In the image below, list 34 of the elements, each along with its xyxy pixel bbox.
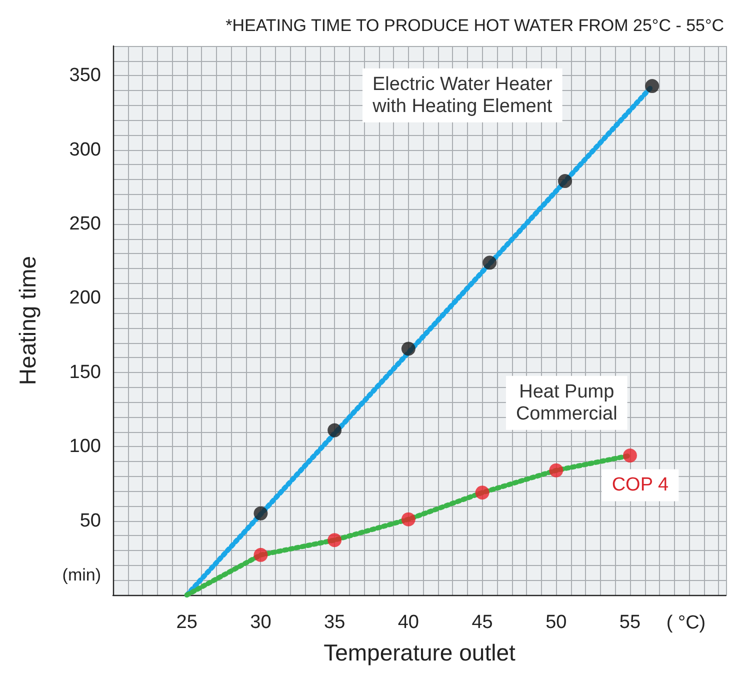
y-axis-title: Heating time (14, 256, 40, 386)
y-tick-label: 350 (69, 65, 101, 86)
point (254, 506, 268, 520)
annotation: Heat Pump Commercial (516, 381, 618, 424)
text: (min) (62, 566, 101, 584)
point (401, 512, 416, 526)
point (558, 174, 572, 188)
x-tick-label: 50 (546, 612, 567, 633)
point (645, 79, 660, 94)
x-tick-label: 45 (472, 612, 493, 633)
y-tick-label: 150 (69, 362, 101, 383)
text: ( °C) (666, 612, 706, 634)
annotation: COP 4 (612, 474, 669, 496)
x-tick-label: 40 (398, 612, 419, 633)
y-tick-label: 50 (80, 510, 101, 532)
y-tick-label: 200 (69, 288, 101, 309)
point (254, 548, 268, 562)
point (623, 448, 637, 463)
point (482, 256, 497, 270)
x-axis-title: Temperature outlet (324, 640, 516, 666)
chart-title: *HEATING TIME TO PRODUCE HOT WATER FROM 25°C - 55°C (226, 16, 724, 35)
x-tick-label: 35 (324, 612, 346, 633)
x-tick-label: 25 (176, 612, 198, 633)
annotation: Electric Water Heater with Heating Element (372, 74, 553, 117)
y-tick-label: 100 (69, 436, 101, 458)
point (328, 533, 342, 548)
point (401, 342, 416, 356)
x-tick-label: 55 (619, 612, 641, 633)
x-tick-label: 30 (250, 612, 272, 633)
point (328, 423, 342, 438)
y-tick-label: 250 (69, 214, 101, 235)
point (475, 486, 490, 500)
point (549, 463, 564, 478)
y-tick-label: 300 (69, 139, 101, 160)
